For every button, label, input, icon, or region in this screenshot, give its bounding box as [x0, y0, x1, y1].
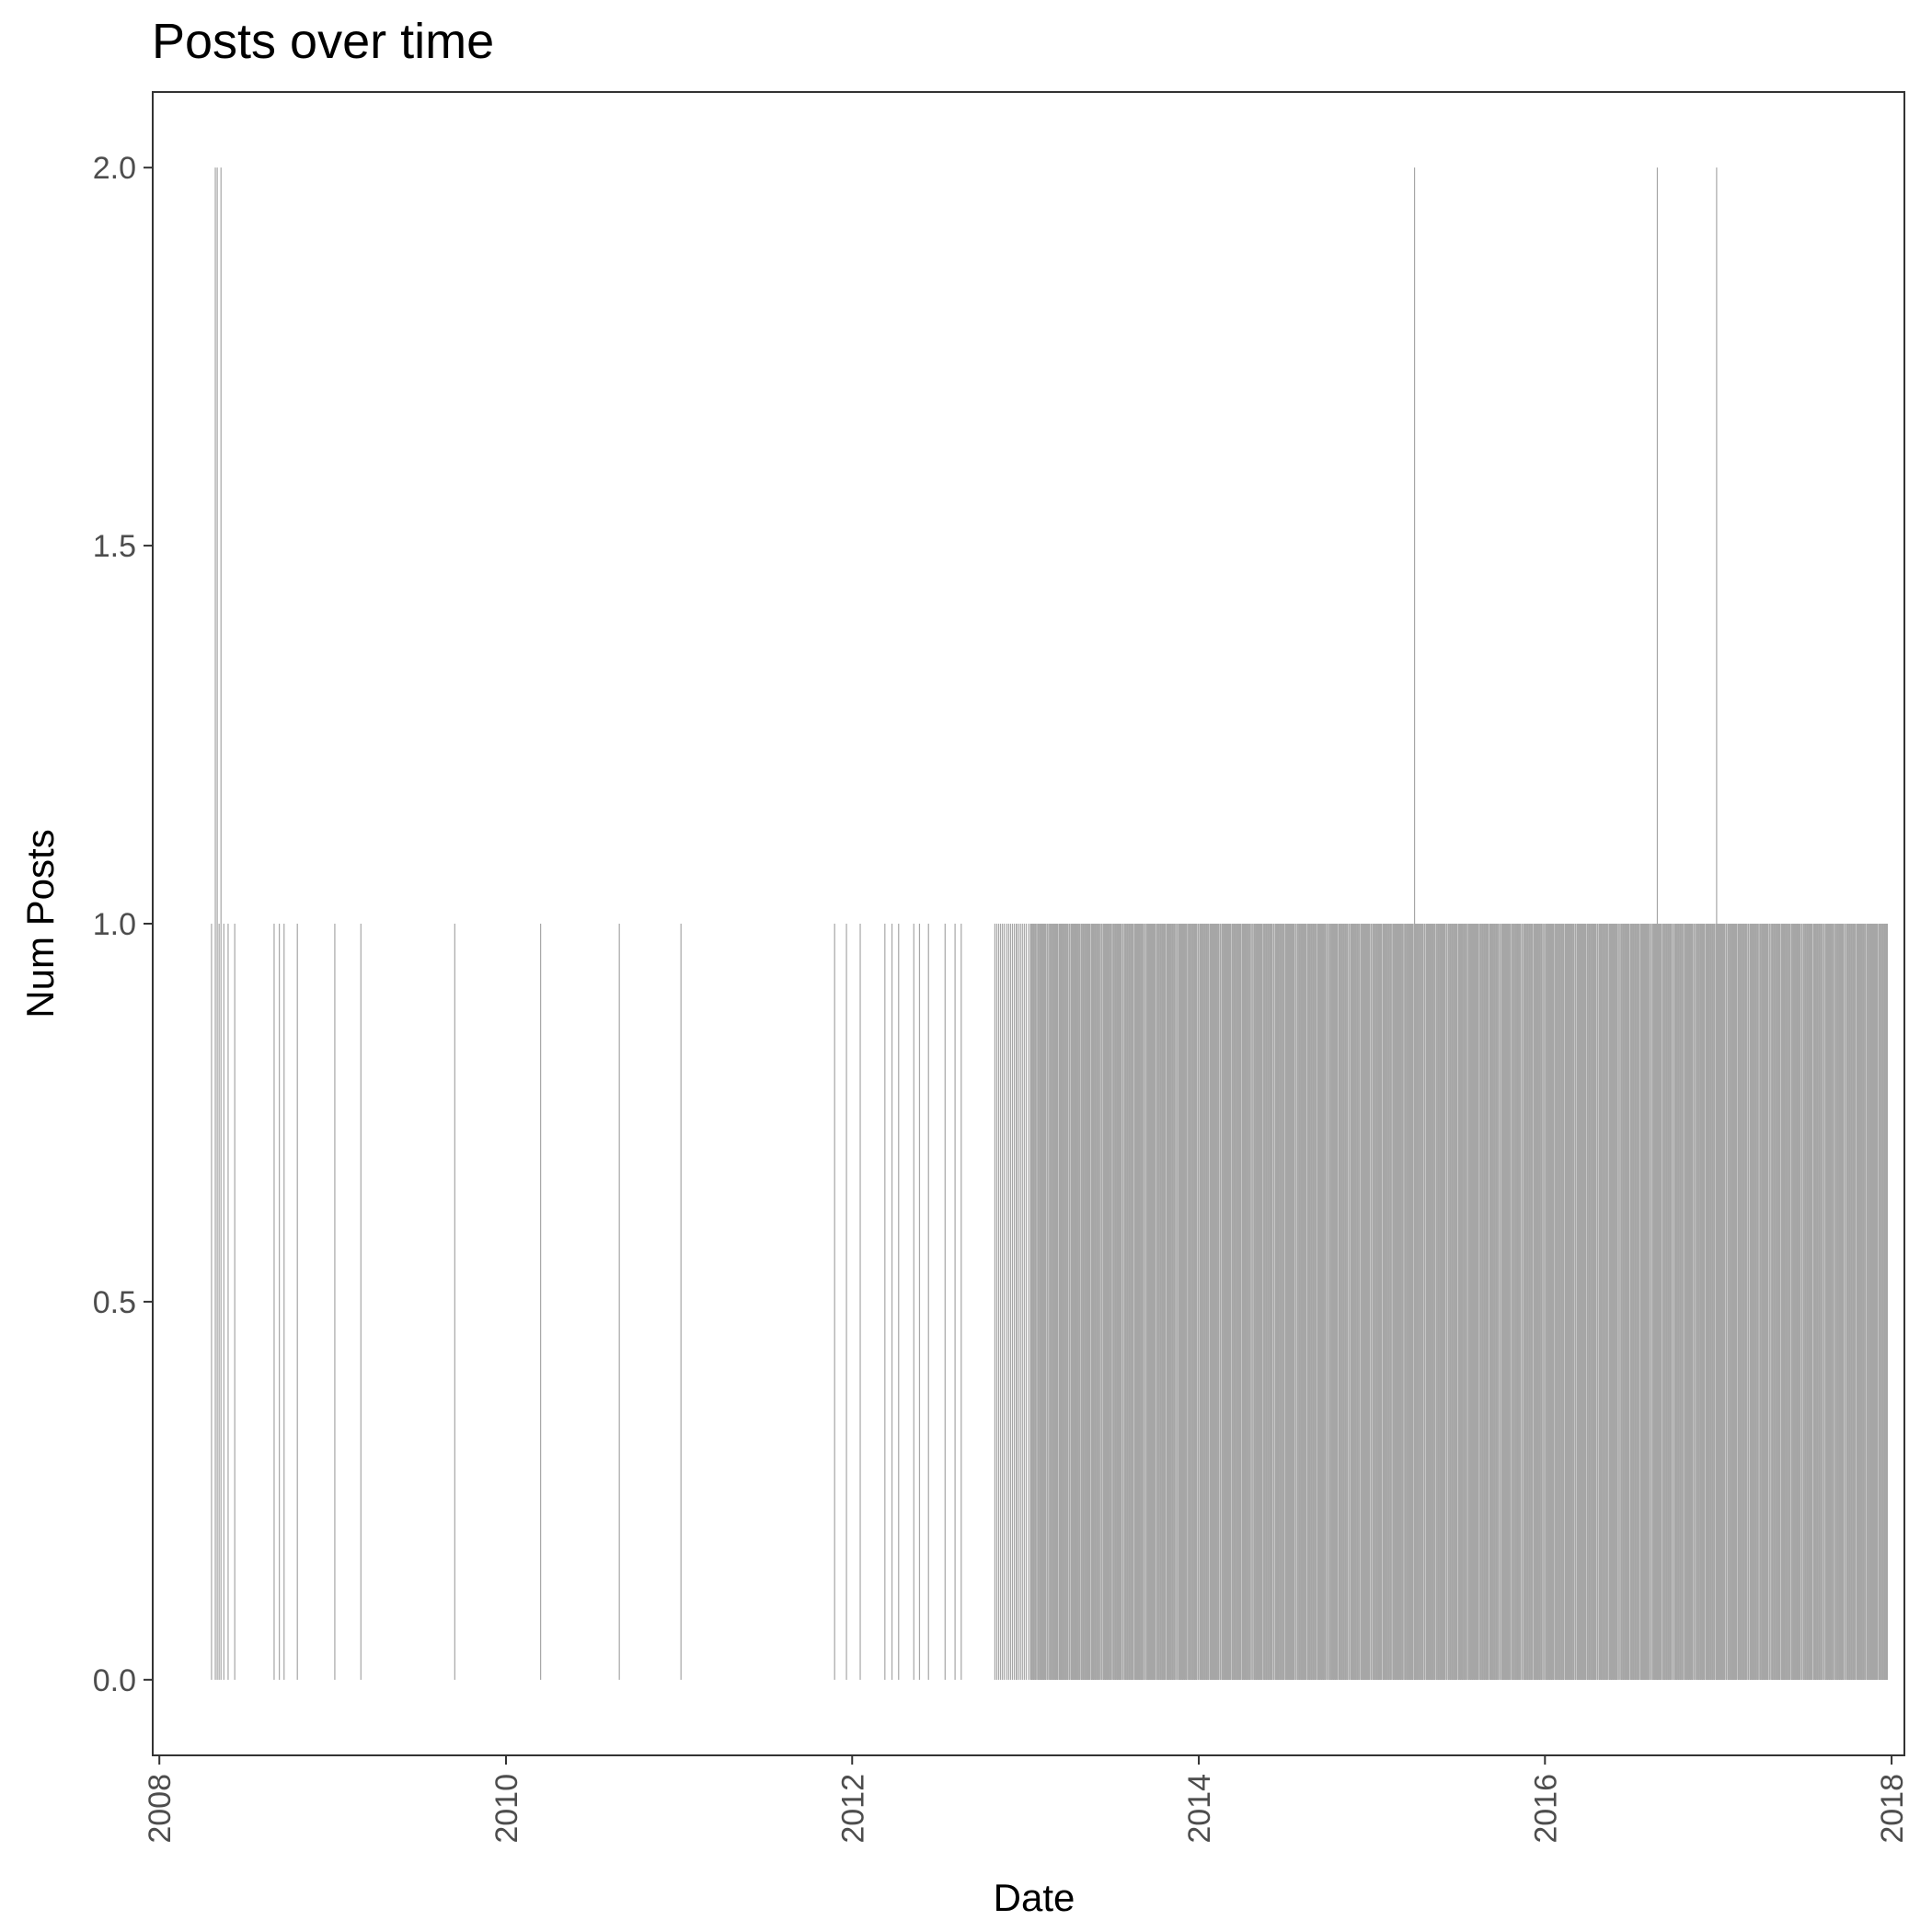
x-axis-title: Date	[994, 1876, 1075, 1919]
y-axis-title: Num Posts	[18, 829, 62, 1018]
y-tick-label: 0.0	[93, 1663, 136, 1698]
chart-title: Posts over time	[152, 14, 494, 69]
bars-layer	[211, 167, 1889, 1680]
y-axis: 0.0 0.5 1.0 1.5 2.0	[93, 151, 153, 1698]
x-tick-label: 2012	[835, 1774, 870, 1844]
x-tick-label: 2010	[489, 1774, 524, 1844]
y-tick-label: 1.5	[93, 529, 136, 564]
y-tick-label: 2.0	[93, 151, 136, 186]
x-tick-label: 2016	[1528, 1774, 1563, 1844]
x-axis: 2008 2010 2012 2014 2016 2018	[143, 1755, 1910, 1844]
x-tick-label: 2018	[1875, 1774, 1910, 1844]
x-tick-label: 2008	[143, 1774, 178, 1844]
x-tick-label: 2014	[1182, 1774, 1217, 1844]
y-tick-label: 0.5	[93, 1285, 136, 1320]
y-tick-label: 1.0	[93, 907, 136, 942]
